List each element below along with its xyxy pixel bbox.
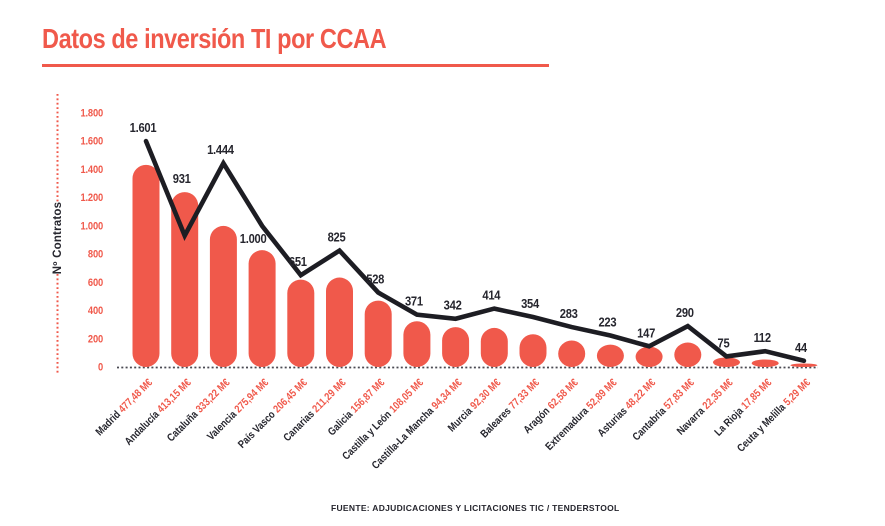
chart-title: Datos de inversión TI por CCAA [42, 23, 387, 54]
x-tick-region-name: Navarra [675, 404, 709, 438]
bar-aragon [558, 340, 586, 367]
bar-asturias [635, 346, 663, 367]
y-tick-label: 600 [88, 277, 104, 289]
x-tick-investment-value: 94,34 M€ [430, 377, 465, 412]
line-value-label-andalucia: 931 [173, 171, 191, 186]
bar-navarra [713, 357, 740, 367]
x-tick-label-ceuta-y-melilla: Ceuta y Melilla 5,29 M€ [735, 377, 813, 455]
bar-canarias [326, 277, 353, 367]
y-tick-label: 1.000 [80, 221, 103, 233]
x-tick-region-name: Andalucía [123, 407, 164, 448]
x-tick-region-name: Asturias [596, 404, 632, 440]
y-axis-title: Nº Contratos [52, 202, 64, 274]
line-value-label-castilla-y-leon: 371 [405, 294, 423, 309]
x-tick-region-name: Canarias [282, 407, 319, 444]
x-tick-investment-value: 17,85 M€ [739, 377, 774, 412]
line-value-label-murcia: 414 [482, 288, 500, 303]
x-tick-label-extremadura: Extremadura 52,89 M€ [544, 377, 620, 453]
x-tick-investment-value: 108,05 M€ [387, 377, 426, 416]
x-tick-investment-value: 211,29 M€ [310, 377, 349, 416]
x-tick-investment-value: 206,45 M€ [271, 377, 310, 416]
title-underline [42, 64, 549, 67]
line-value-label-cataluna: 1.444 [207, 142, 234, 157]
y-tick-label: 1.600 [80, 136, 103, 148]
line-value-label-aragon: 283 [560, 306, 578, 321]
y-tick-label: 200 [88, 334, 104, 346]
bar-madrid [132, 164, 160, 367]
x-tick-investment-value: 156,87 M€ [349, 377, 388, 416]
x-tick-region-name: Valencia [205, 407, 241, 443]
x-tick-investment-value: 52,89 M€ [585, 377, 620, 412]
source-note: FUENTE: ADJUDICACIONES Y LICITACIONES TI… [331, 503, 620, 513]
bar-la-rioja [751, 359, 779, 367]
bar-galicia [364, 300, 392, 367]
x-tick-investment-value: 477,48 M€ [117, 377, 156, 416]
bar-cantabria [674, 342, 702, 367]
x-tick-region-name: Cantabria [631, 404, 671, 444]
x-tick-region-name: Baleares [479, 404, 516, 441]
x-tick-investment-value: 48,22 M€ [623, 377, 658, 412]
x-tick-investment-value: 275,94 M€ [233, 377, 272, 416]
line-value-label-baleares: 354 [521, 296, 539, 311]
line-value-label-asturias: 147 [637, 325, 655, 340]
bar-pais-vasco [287, 279, 315, 367]
x-tick-investment-value: 5,29 M€ [782, 377, 814, 409]
y-tick-label: 0 [98, 362, 103, 374]
bar-cataluna [209, 225, 237, 367]
y-tick-label: 1.200 [80, 193, 103, 205]
x-tick-label-pais-vasco: País Vasco 206,45 M€ [236, 377, 310, 451]
line-value-label-pais-vasco: 651 [289, 254, 307, 269]
contracts-line [143, 138, 807, 364]
line-value-label-castilla-la-mancha: 342 [444, 298, 462, 313]
x-tick-label-andalucia: Andalucía 413,15 M€ [123, 377, 194, 448]
x-tick-region-name: Aragón [522, 404, 555, 437]
bar-castilla-y-leon [403, 321, 431, 367]
x-tick-region-name: La Rioja [713, 404, 748, 439]
line-value-label-galicia: 528 [366, 272, 384, 287]
bar-andalucia [171, 192, 199, 367]
x-tick-investment-value: 62,58 M€ [546, 377, 581, 412]
x-tick-investment-value: 57,83 M€ [662, 377, 697, 412]
x-tick-region-name: Cataluña [165, 407, 202, 444]
bar-murcia [480, 327, 508, 367]
x-tick-investment-value: 77,33 M€ [507, 377, 542, 412]
line-value-label-extremadura: 223 [598, 315, 616, 330]
y-tick-label: 1.800 [80, 108, 103, 120]
line-value-label-canarias: 825 [328, 230, 346, 245]
y-tick-label: 400 [88, 305, 104, 317]
line-value-label-madrid: 1.601 [130, 120, 157, 135]
x-tick-investment-value: 92,30 M€ [468, 377, 503, 412]
bar-extremadura [596, 344, 624, 367]
bar-valencia [248, 250, 276, 367]
line-value-label-cantabria: 290 [676, 305, 694, 320]
bar-ceuta-y-melilla [790, 363, 818, 367]
x-tick-investment-value: 22,35 M€ [701, 377, 736, 412]
x-tick-investment-value: 333,22 M€ [194, 377, 233, 416]
x-tick-investment-value: 413,15 M€ [155, 377, 194, 416]
y-tick-label: 800 [88, 249, 104, 261]
line-value-label-la-rioja: 112 [754, 330, 772, 345]
bar-baleares [519, 334, 547, 367]
line-value-label-ceuta-y-melilla: 44 [795, 340, 807, 355]
y-tick-label: 1.400 [80, 164, 103, 176]
line-value-label-valencia: 1.000 [240, 231, 267, 246]
line-value-label-navarra: 75 [718, 336, 730, 351]
bar-castilla-la-mancha [442, 327, 470, 367]
